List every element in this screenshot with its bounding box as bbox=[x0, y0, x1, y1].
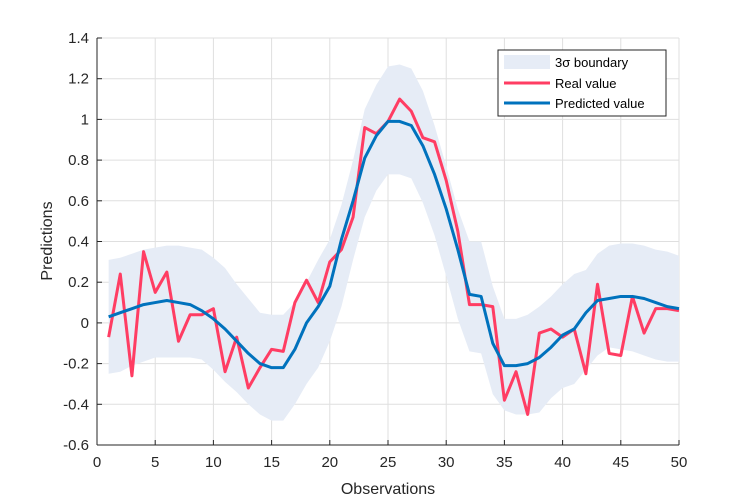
legend-band-swatch bbox=[504, 55, 550, 69]
predicted-value-line bbox=[108, 119, 680, 370]
x-tick-label-9: 45 bbox=[612, 454, 629, 471]
x-tick-label-10: 50 bbox=[671, 454, 688, 471]
x-tick-label-1: 5 bbox=[151, 454, 159, 471]
y-tick-label-3: 0 bbox=[81, 315, 89, 332]
x-tick-label-4: 20 bbox=[321, 454, 338, 471]
y-tick-label-5: 0.4 bbox=[68, 234, 89, 251]
y-tick-label-8: 1 bbox=[81, 111, 89, 128]
x-tick-label-8: 40 bbox=[554, 454, 571, 471]
y-tick-label-0: -0.6 bbox=[63, 437, 89, 454]
y-axis-ticks: -0.6 -0.4 -0.2 0 0.2 0.4 0.6 0.8 1 1.2 1.4 bbox=[63, 30, 102, 454]
x-tick-label-6: 30 bbox=[438, 454, 455, 471]
y-tick-label-9: 1.2 bbox=[68, 71, 89, 88]
y-tick-label-1: -0.4 bbox=[63, 396, 89, 413]
y-tick-label-7: 0.8 bbox=[68, 152, 89, 169]
y-tick-label-10: 1.4 bbox=[68, 30, 89, 47]
x-axis-label: Observations bbox=[341, 481, 435, 498]
legend-label-real: Real value bbox=[555, 76, 616, 91]
legend: 3σ boundary Real value Predicted value bbox=[497, 49, 667, 117]
y-tick-label-2: -0.2 bbox=[63, 356, 89, 373]
x-tick-label-5: 25 bbox=[380, 454, 397, 471]
y-tick-label-4: 0.2 bbox=[68, 274, 89, 291]
x-tick-label-2: 10 bbox=[205, 454, 222, 471]
y-tick-label-6: 0.6 bbox=[68, 193, 89, 210]
three-sigma-band bbox=[108, 64, 679, 421]
legend-label-predicted: Predicted value bbox=[555, 96, 645, 111]
y-axis-label: Predictions bbox=[39, 201, 56, 280]
x-axis-ticks: 0 5 10 15 20 25 30 35 40 45 50 bbox=[93, 440, 688, 471]
legend-label-band: 3σ boundary bbox=[555, 55, 629, 70]
x-tick-label-0: 0 bbox=[93, 454, 101, 471]
x-tick-label-3: 15 bbox=[263, 454, 280, 471]
x-tick-label-7: 35 bbox=[496, 454, 513, 471]
